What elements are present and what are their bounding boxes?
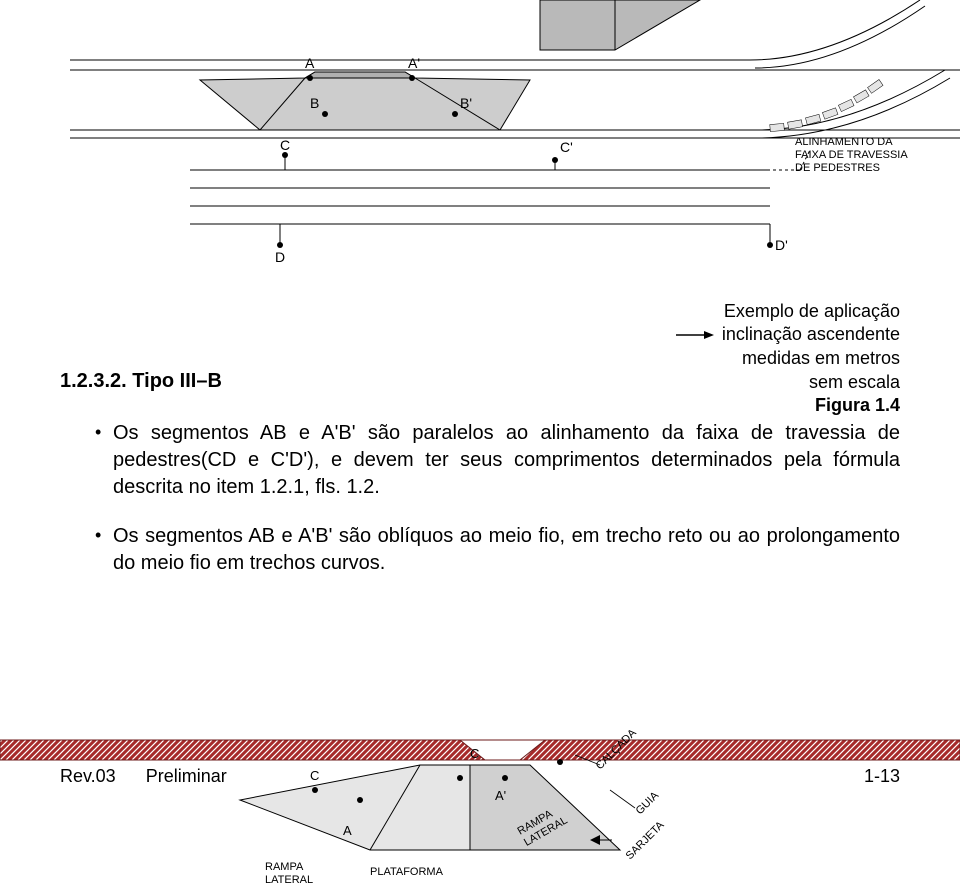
- d2-guia: GUIA: [634, 789, 662, 817]
- bullet-item-2: Os segmentos AB e A'B' são oblíquos ao m…: [95, 523, 900, 577]
- figure-number: Figura 1.4: [674, 394, 900, 417]
- d2-sarjeta: SARJETA: [624, 819, 667, 862]
- label-A: A: [305, 55, 315, 71]
- legend-line-4: sem escala: [674, 371, 900, 394]
- label-Dp: D': [775, 237, 788, 253]
- bullet-item-1: Os segmentos AB e A'B' são paralelos ao …: [95, 420, 900, 501]
- figure-legend: Exemplo de aplicação inclinação ascenden…: [674, 300, 900, 418]
- legend-line-3: medidas em metros: [674, 347, 900, 370]
- label-C: C: [280, 137, 290, 153]
- label-D: D: [275, 249, 285, 265]
- bullet-list: Os segmentos AB e A'B' são paralelos ao …: [95, 420, 900, 599]
- diagram-crosswalk-plan: A A' B B' C C' D D' ALINHAMENTO DA FAIXA…: [0, 0, 960, 290]
- d2-rampa1: RAMPA: [265, 861, 304, 873]
- section-heading: 1.2.3.2. Tipo III–B: [60, 370, 222, 393]
- footer-status: Preliminar: [146, 766, 227, 786]
- label-align3: DE PEDESTRES: [795, 162, 880, 174]
- label-Bp: B': [460, 95, 472, 111]
- label-B: B: [310, 95, 319, 111]
- label-align2: FAIXA DE TRAVESSIA: [795, 149, 908, 161]
- d2-lateral1: LATERAL: [265, 874, 313, 886]
- page-footer: Rev.03 Preliminar 1-13: [60, 766, 900, 787]
- legend-line-2: inclinação ascendente: [674, 323, 900, 347]
- footer-rev: Rev.03: [60, 766, 116, 786]
- label-Ap: A': [408, 55, 420, 71]
- label-Cp: C': [560, 139, 573, 155]
- legend-line-1: Exemplo de aplicação: [674, 300, 900, 323]
- footer-page-number: 1-13: [864, 766, 900, 787]
- diagram-ramp-detail: C A C A' RAMPA LATERAL PLATAFORMA RAMPA …: [0, 700, 960, 888]
- arrow-icon: [674, 324, 714, 347]
- d2-label-A: A: [343, 823, 352, 838]
- label-align1: ALINHAMENTO DA: [795, 136, 893, 148]
- d2-plataforma: PLATAFORMA: [370, 866, 444, 878]
- d2-label-Ap: A': [495, 788, 506, 803]
- d2-label-C: C: [470, 746, 479, 761]
